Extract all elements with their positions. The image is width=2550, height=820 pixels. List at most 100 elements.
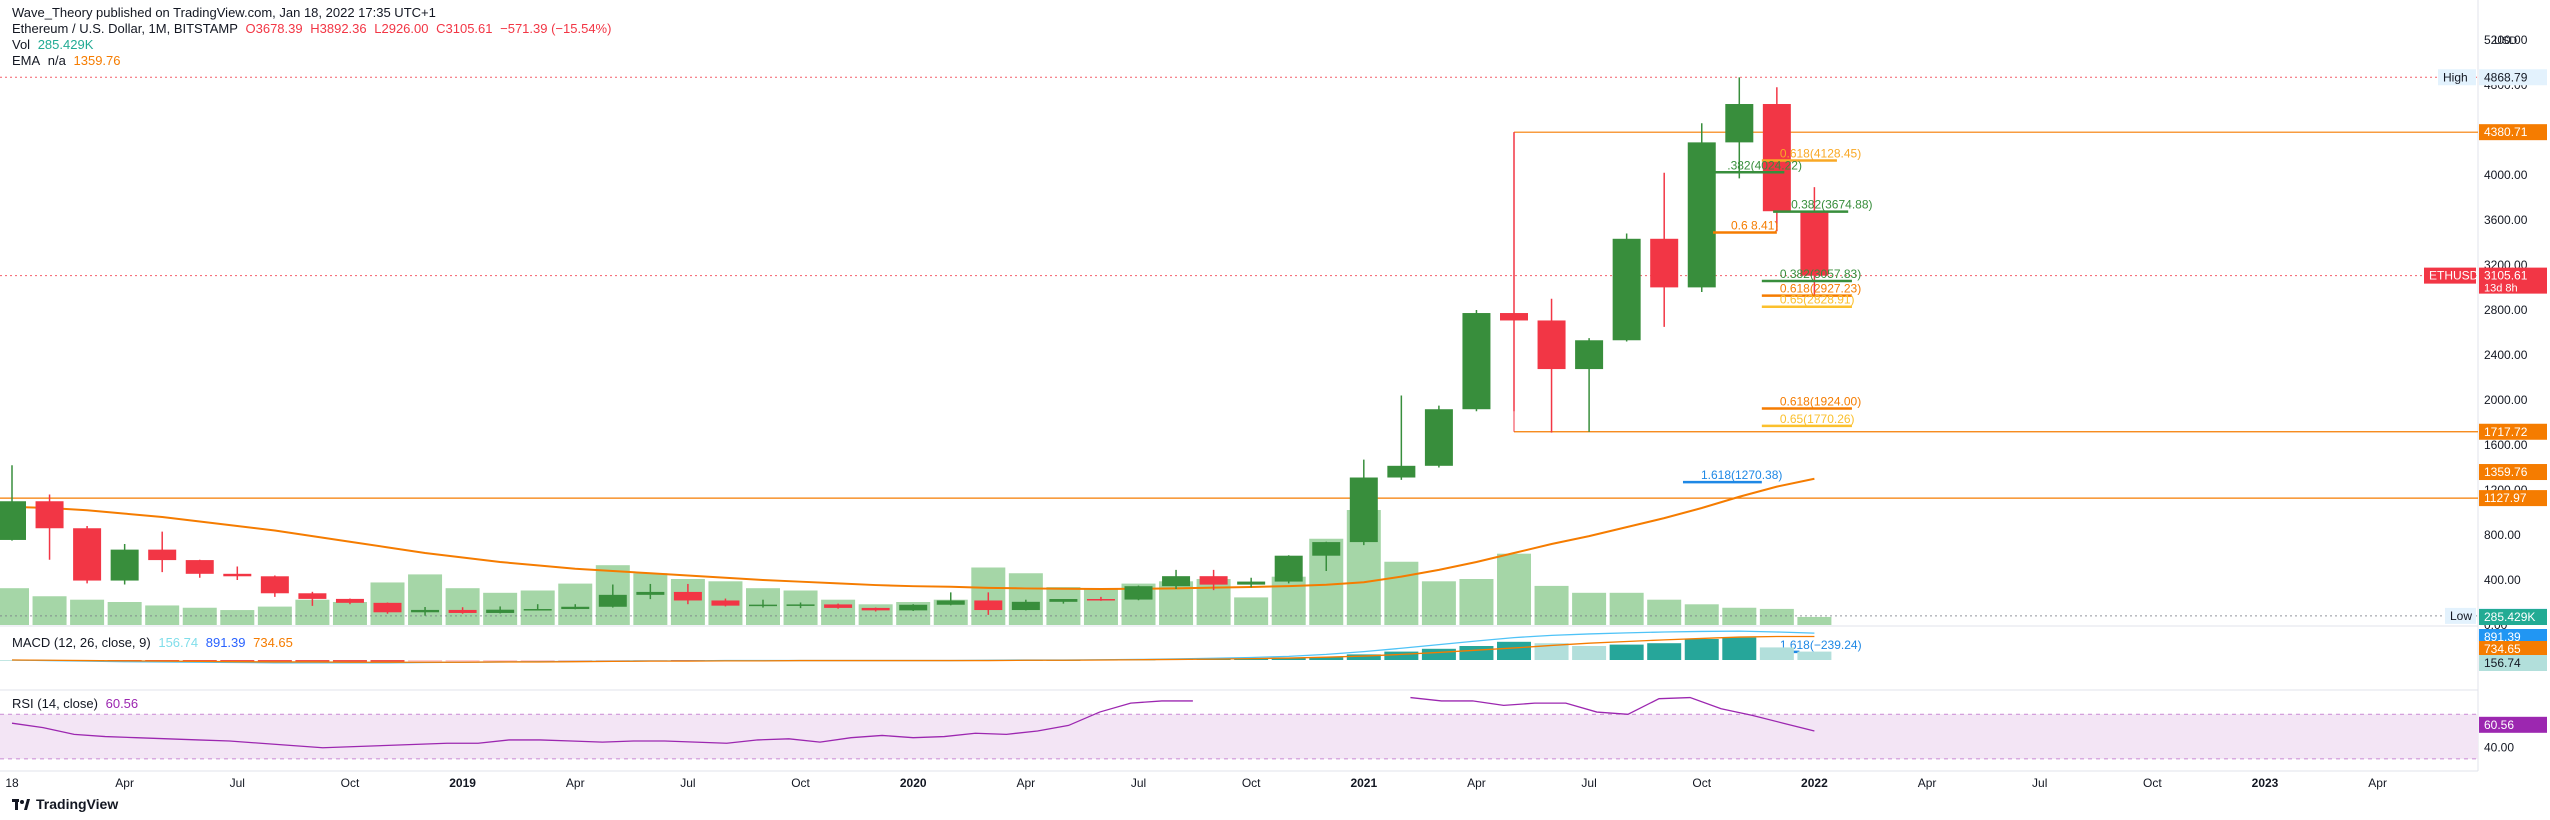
price-badge-label-bg: [2445, 607, 2476, 624]
volume-bar: [1647, 599, 1682, 625]
time-axis-label: Apr: [1918, 776, 1937, 790]
time-axis-label: 2020: [900, 776, 927, 790]
candle-body: [1612, 238, 1641, 341]
rsi-legend[interactable]: RSI (14, close) 60.56: [12, 696, 142, 711]
macd-badge: [2479, 641, 2547, 657]
macd-hist-value: 156.74: [158, 635, 199, 650]
price-tick-label: 4000.00: [2484, 168, 2528, 182]
time-axis-label: Apr: [115, 776, 134, 790]
volume-bar: [32, 596, 67, 625]
fib-level-label: 0.65(2828.91): [1780, 293, 1855, 307]
fib-level-label: 0.65(1770.26): [1780, 412, 1855, 426]
volume-legend[interactable]: Vol 285.429K: [12, 37, 97, 52]
open-value: O3678.39: [245, 21, 303, 36]
macd-histogram-bar: [257, 660, 292, 663]
time-axis-label: 2022: [1801, 776, 1828, 790]
time-axis-label: Oct: [1242, 776, 1261, 790]
ema-label: EMA: [12, 53, 41, 68]
price-badge-value: 1127.97: [2484, 491, 2527, 505]
macd-legend[interactable]: MACD (12, 26, close, 9) 156.74 891.39 73…: [12, 635, 297, 650]
ema-legend[interactable]: EMA n/a 1359.76: [12, 53, 125, 68]
candle-body: [1650, 238, 1679, 288]
volume-label: Vol: [12, 37, 31, 52]
price-badge-label-bg: [2424, 267, 2476, 284]
volume-bar: [145, 605, 180, 625]
macd-histogram-bar: [1684, 639, 1719, 660]
candle-body: [1424, 409, 1453, 466]
time-axis-label: Jul: [1581, 776, 1596, 790]
price-badge-label: High: [2443, 70, 2468, 84]
price-badge-value: 1717.72: [2484, 425, 2528, 439]
currency-label: USD: [2494, 35, 2517, 47]
volume-bar: [0, 588, 29, 625]
candle-body: [1124, 586, 1153, 600]
candle-body: [0, 501, 26, 540]
fib-level-label: 0.382(3674.88): [1791, 198, 1872, 212]
macd-histogram-bar: [558, 660, 593, 662]
candle-body: [298, 593, 327, 599]
macd-badge-value: 156.74: [2484, 656, 2521, 670]
high-value: H3892.36: [310, 21, 367, 36]
candle-body: [1199, 576, 1228, 585]
macd-histogram-bar: [1609, 644, 1644, 660]
volume-bar: [1421, 581, 1456, 625]
volume-bar: [858, 604, 893, 625]
volume-bar: [1797, 616, 1832, 625]
candle-body: [1725, 104, 1754, 143]
symbol-name[interactable]: Ethereum / U.S. Dollar, 1M, BITSTAMP: [12, 21, 238, 36]
candle-body: [1349, 477, 1378, 543]
volume-badge: [2479, 609, 2547, 625]
fib-level-label: 0.618(1924.00): [1780, 395, 1861, 409]
volume-bar: [1497, 553, 1531, 625]
macd-histogram-bar: [445, 660, 480, 663]
time-axis-label: Apr: [1017, 776, 1036, 790]
candle-body: [486, 609, 515, 613]
rsi-badge-value: 60.56: [2484, 718, 2514, 732]
candle-body: [786, 604, 815, 606]
symbol-legend[interactable]: Ethereum / U.S. Dollar, 1M, BITSTAMP O36…: [12, 21, 615, 36]
candle-body: [1500, 313, 1528, 321]
candle-body: [1237, 581, 1266, 585]
volume-bar: [445, 588, 480, 625]
volume-bar: [107, 602, 142, 625]
fib-level-label: 1.618(1270.38): [1701, 468, 1782, 482]
fib-level-label: .382(4024.22): [1727, 158, 1802, 172]
volume-bar: [1759, 608, 1794, 625]
time-axis-label: 2019: [449, 776, 476, 790]
volume-bar: [1572, 592, 1607, 625]
tradingview-brand: TradingView: [36, 796, 119, 812]
candle-body: [1162, 576, 1191, 587]
change-value: −571.39 (−15.54%): [500, 21, 612, 36]
volume-bar: [1722, 607, 1757, 625]
fib-level-label: 0.618(4128.45): [1780, 147, 1861, 161]
price-tick-label: 800.00: [2484, 528, 2521, 542]
macd-histogram-bar: [1647, 643, 1682, 660]
fib-level-label: 1.618(−239.24): [1780, 638, 1862, 652]
candle-body: [711, 600, 740, 606]
tradingview-footer[interactable]: TradingView: [12, 796, 118, 812]
macd-histogram-bar: [1722, 637, 1757, 660]
candle-body: [223, 573, 252, 577]
price-badge-label: Low: [2450, 609, 2472, 623]
macd-histogram-bar: [1421, 648, 1456, 660]
price-badge: [2479, 490, 2547, 507]
macd-histogram-bar: [520, 660, 555, 662]
price-chart[interactable]: 5200.004800.004400.004000.003600.003200.…: [0, 0, 2550, 790]
macd-histogram-bar: [1309, 657, 1344, 660]
volume-badge-value: 285.429K: [2484, 610, 2535, 624]
time-axis-label: Oct: [1692, 776, 1711, 790]
volume-bar: [1046, 587, 1081, 625]
macd-histogram-bar: [408, 660, 443, 663]
candle-body: [448, 609, 477, 613]
candle-body: [936, 600, 965, 605]
candle-body: [749, 604, 777, 607]
macd-signal-line: [11, 635, 1815, 663]
candle-body: [1687, 142, 1716, 288]
volume-bar: [1008, 573, 1043, 625]
time-axis-label: Oct: [791, 776, 810, 790]
macd-line-value: 891.39: [205, 635, 246, 650]
macd-histogram-bar: [1271, 658, 1306, 660]
price-badge-value: 4868.79: [2484, 70, 2528, 84]
price-tick-label: 400.00: [2484, 573, 2521, 587]
candle-body: [148, 549, 177, 561]
